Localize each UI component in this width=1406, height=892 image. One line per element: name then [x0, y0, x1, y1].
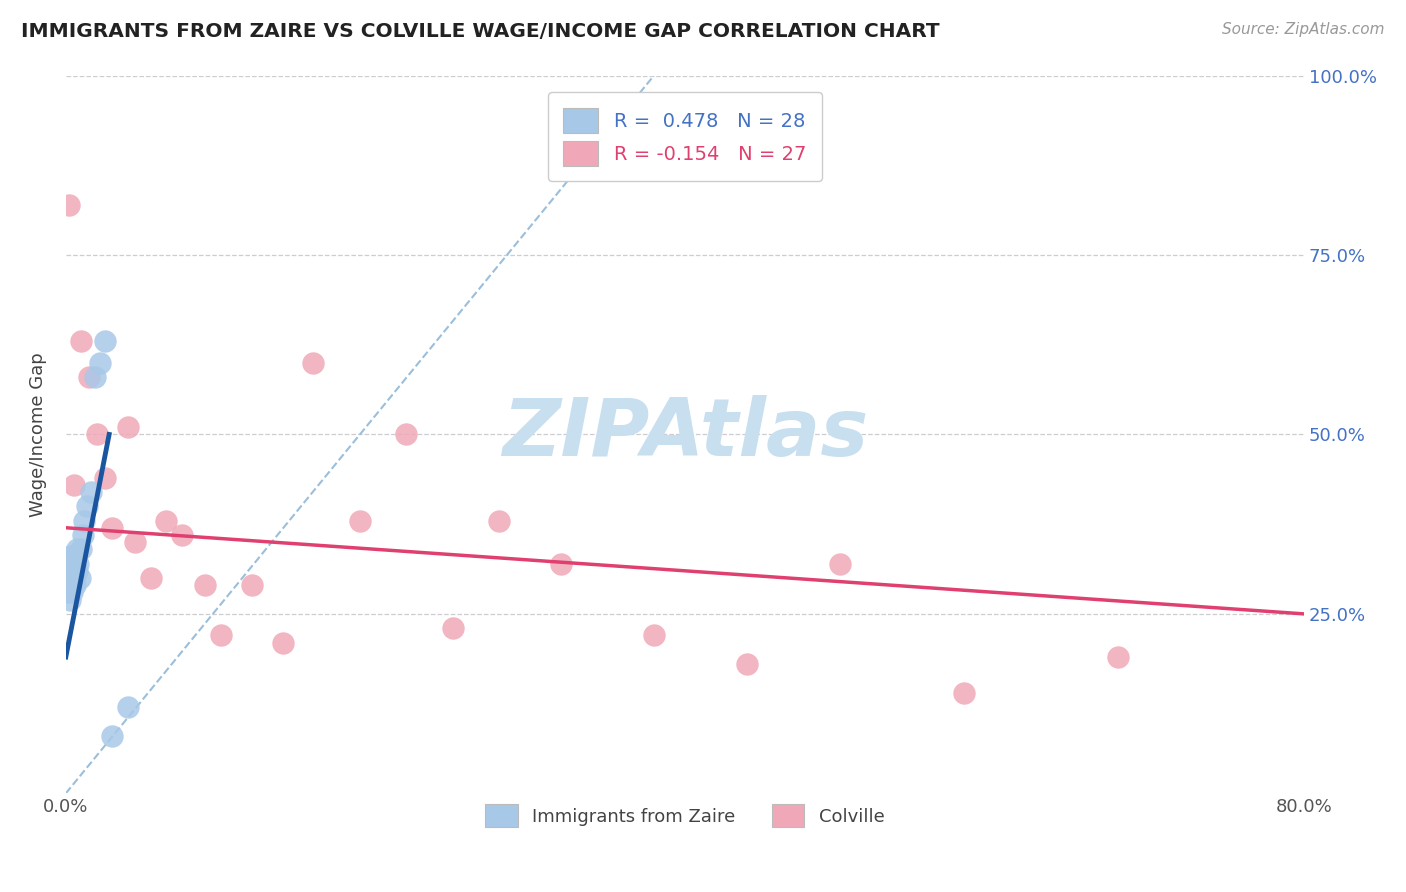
Point	[117, 420, 139, 434]
Point	[828, 557, 851, 571]
Point	[209, 628, 232, 642]
Point	[139, 571, 162, 585]
Point	[1107, 650, 1129, 665]
Point	[84, 370, 107, 384]
Point	[60, 564, 83, 578]
Point	[60, 585, 83, 599]
Point	[58, 557, 80, 571]
Point	[441, 621, 464, 635]
Point	[349, 514, 371, 528]
Point	[62, 571, 84, 585]
Point	[59, 571, 82, 585]
Point	[240, 578, 263, 592]
Point	[93, 470, 115, 484]
Point	[63, 578, 86, 592]
Text: ZIPAtlas: ZIPAtlas	[502, 395, 868, 474]
Point	[58, 564, 80, 578]
Point	[67, 557, 90, 571]
Point	[77, 370, 100, 384]
Point	[488, 514, 510, 528]
Point	[73, 514, 96, 528]
Point	[58, 578, 80, 592]
Point	[93, 334, 115, 348]
Text: Source: ZipAtlas.com: Source: ZipAtlas.com	[1222, 22, 1385, 37]
Point	[101, 729, 124, 743]
Point	[59, 549, 82, 564]
Point	[79, 484, 101, 499]
Point	[56, 571, 79, 585]
Point	[155, 514, 177, 528]
Point	[66, 564, 89, 578]
Point	[62, 557, 84, 571]
Point	[952, 686, 974, 700]
Point	[69, 571, 91, 585]
Point	[101, 521, 124, 535]
Point	[70, 334, 93, 348]
Point	[643, 628, 665, 642]
Point	[271, 635, 294, 649]
Point	[56, 585, 79, 599]
Point	[550, 557, 572, 571]
Y-axis label: Wage/Income Gap: Wage/Income Gap	[30, 352, 46, 516]
Point	[70, 542, 93, 557]
Point	[59, 592, 82, 607]
Legend: Immigrants from Zaire, Colville: Immigrants from Zaire, Colville	[478, 797, 891, 835]
Point	[124, 535, 146, 549]
Point	[117, 700, 139, 714]
Point	[302, 356, 325, 370]
Point	[86, 427, 108, 442]
Point	[72, 528, 94, 542]
Text: IMMIGRANTS FROM ZAIRE VS COLVILLE WAGE/INCOME GAP CORRELATION CHART: IMMIGRANTS FROM ZAIRE VS COLVILLE WAGE/I…	[21, 22, 939, 41]
Point	[735, 657, 758, 672]
Point	[63, 549, 86, 564]
Point	[194, 578, 217, 592]
Point	[395, 427, 418, 442]
Point	[89, 356, 111, 370]
Point	[66, 542, 89, 557]
Point	[76, 500, 98, 514]
Point	[58, 198, 80, 212]
Point	[62, 477, 84, 491]
Point	[170, 528, 193, 542]
